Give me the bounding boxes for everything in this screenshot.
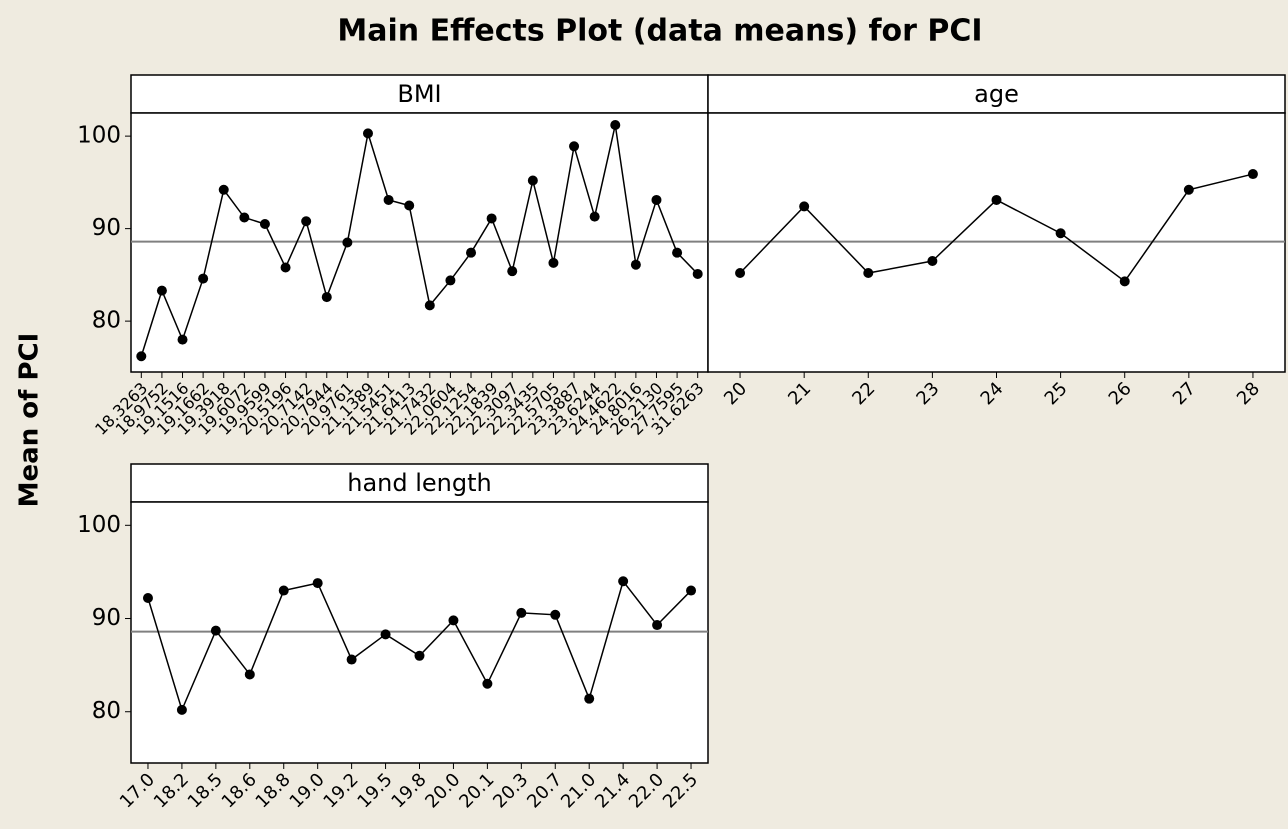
data-point — [278, 585, 289, 596]
data-point — [346, 654, 357, 665]
data-point — [404, 200, 415, 211]
data-point — [735, 268, 746, 279]
panel-header — [130, 74, 709, 114]
data-point — [482, 678, 493, 689]
data-point — [136, 351, 147, 362]
data-point — [210, 625, 221, 636]
data-point — [176, 704, 187, 715]
data-point — [218, 184, 229, 195]
data-point — [692, 268, 703, 279]
data-point — [1183, 184, 1194, 195]
data-point — [239, 212, 250, 223]
data-point — [991, 194, 1002, 205]
chart-title: Main Effects Plot (data means) for PCI — [337, 14, 982, 49]
data-point — [198, 273, 209, 284]
data-point — [569, 141, 580, 152]
data-point — [584, 693, 595, 704]
data-point — [672, 247, 683, 258]
panel-title: hand length — [347, 469, 492, 497]
data-point — [383, 194, 394, 205]
data-point — [156, 285, 167, 296]
data-point — [863, 268, 874, 279]
data-line — [140, 124, 699, 357]
data-point — [142, 593, 153, 604]
data-point — [466, 247, 477, 258]
data-point — [1247, 169, 1258, 180]
panel-title: age — [974, 80, 1019, 108]
panel-title: BMI — [397, 80, 441, 108]
data-point — [651, 194, 662, 205]
data-point — [548, 257, 559, 268]
data-point — [486, 213, 497, 224]
data-point — [610, 120, 621, 131]
y-tick-label: 80 — [92, 698, 121, 724]
data-point — [177, 334, 188, 345]
data-point — [1119, 276, 1130, 287]
data-point — [448, 615, 459, 626]
data-point — [445, 275, 456, 286]
data-point — [280, 262, 291, 273]
data-point — [550, 609, 561, 620]
panel-header — [130, 463, 709, 503]
data-point — [259, 219, 270, 229]
data-point — [527, 175, 538, 186]
y-tick-label: 90 — [92, 215, 121, 241]
data-point — [321, 292, 332, 303]
data-point — [424, 300, 435, 311]
data-point — [244, 669, 255, 680]
y-tick-label: 90 — [92, 605, 121, 631]
data-point — [362, 128, 373, 139]
data-point — [652, 620, 663, 631]
data-point — [630, 259, 641, 270]
data-point — [507, 266, 518, 277]
y-tick-label: 100 — [77, 123, 121, 149]
y-tick-label: 80 — [92, 308, 121, 334]
data-point — [589, 211, 600, 222]
data-point — [301, 216, 312, 227]
data-point — [927, 256, 938, 266]
data-point — [516, 607, 527, 618]
data-point — [414, 650, 425, 661]
y-axis-label: Mean of PCI — [15, 333, 45, 508]
data-point — [312, 578, 323, 589]
data-point — [342, 237, 353, 248]
data-point — [799, 201, 810, 212]
data-point — [618, 576, 629, 587]
data-point — [380, 629, 391, 640]
y-tick-label: 100 — [77, 512, 121, 538]
data-point — [686, 585, 697, 596]
data-point — [1055, 228, 1066, 239]
panel-header — [707, 74, 1286, 114]
